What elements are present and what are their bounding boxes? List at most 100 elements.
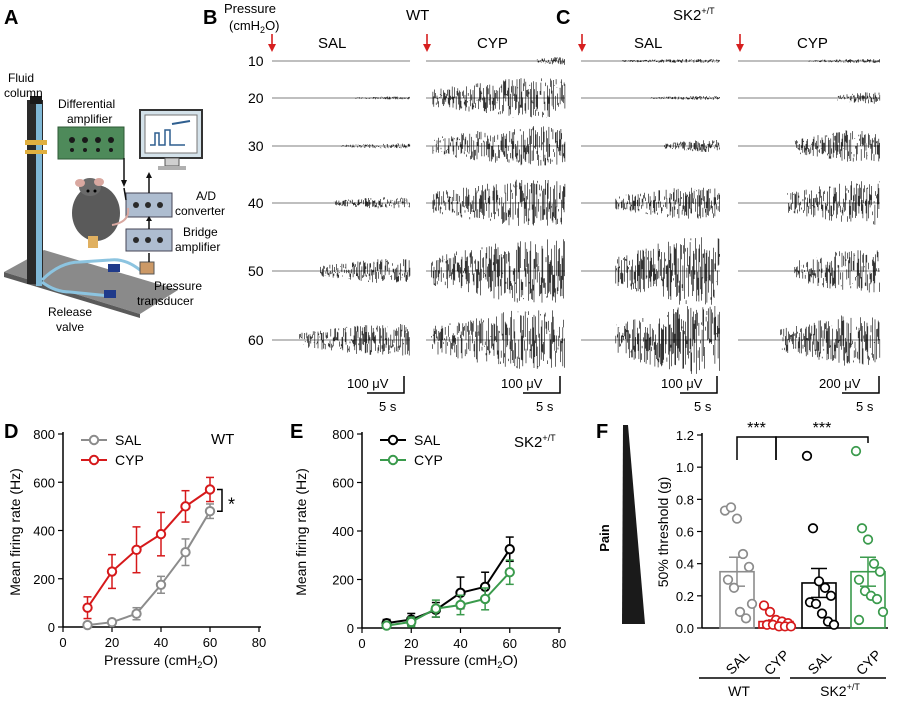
recording-traces [268,34,881,374]
release-valve-icon [104,290,116,298]
chart-d-legend-marker-sal [88,434,100,446]
pressure-labels: 10 20 30 40 50 60 [248,53,264,348]
panel-c-sal-label: SAL [634,35,662,52]
panel-letter-c: C [556,7,570,29]
trace-c-sal-60 [581,306,720,374]
rat-icon [72,178,130,248]
chart-f-point-0 [728,582,740,593]
chart-f-point-2 [828,619,840,630]
trace-b-sal-10 [272,60,411,62]
chart-d-point-cyp [155,528,167,540]
scale-s-c-cyp: 5 s [856,399,874,414]
trace-b-sal-30 [272,143,411,149]
chart-e-xtick-label: 0 [358,636,365,651]
chart-e-point-sal [504,543,515,555]
chart-e-ytick-label: 200 [332,573,354,588]
chart-d-ytick-label: 200 [33,572,55,587]
label-ad-2: converter [175,204,225,218]
stim-arrowhead-c-sal [578,44,586,52]
trace-c-cyp-20 [738,92,881,104]
chart-f-ytick-label: 0.0 [676,621,694,636]
fluid-column-clamp-2 [25,150,47,154]
stim-arrowhead-b-cyp [423,44,431,52]
chart-d-point-cyp [204,484,216,495]
chart-f-point-0 [725,502,737,513]
chart-e-xtick-label: 20 [404,636,418,651]
trace-c-cyp-40 [738,181,880,225]
chart-e-ytick-label: 800 [332,427,354,442]
chart-f-ytick-label: 0.4 [676,557,694,572]
chart-f-point-1 [764,606,776,618]
chart-d-xtick-label: 80 [252,635,266,650]
chart-e-legend-label-cyp: CYP [414,452,443,468]
label-diff-amp-2: amplifier [67,112,112,126]
trace-b-cyp-40 [426,179,566,226]
chart-e-point-cyp [406,616,417,628]
fluid-tubing [40,258,150,282]
scale-s-b-cyp: 5 s [536,399,554,414]
fluid-column-top [30,96,42,104]
recording-headers: Pressure (cmH2O) WT SK2+/T SAL CYP SAL C… [224,1,828,52]
chart-f-xtick-label-0: SAL [722,647,752,677]
chart-f-side-label: Pain [597,524,612,552]
panel-c-cyp-label: CYP [797,35,828,52]
pressure-label-20: 20 [248,90,264,106]
trace-b-cyp-30 [426,126,566,166]
stim-arrowhead-c-cyp [736,44,744,52]
signal-wire [123,158,150,262]
chart-d-annotation: WT [211,431,234,448]
scale-uv-c-cyp: 200 μV [819,376,861,391]
trace-b-sal-50 [272,259,411,283]
chart-f-point-3 [874,566,886,577]
panel-letter-b: B [203,7,217,29]
label-diff-amp-1: Differential [58,97,115,111]
pressure-label-30: 30 [248,138,264,154]
trace-c-cyp-60 [738,315,881,366]
chart-e-xtick-label: 40 [453,636,467,651]
chart-f-point-3 [850,445,862,457]
chart-d-ylabel: Mean firing rate (Hz) [7,468,23,596]
chart-e-xtick-label: 80 [552,636,566,651]
pressure-label-10: 10 [248,53,264,69]
trace-b-cyp-50 [426,239,565,303]
chart-f-sig-label-0: *** [747,420,766,437]
chart-f-point-1 [785,621,797,632]
label-ad-1: A/D [196,189,216,203]
label-pressure-2: transducer [137,294,194,308]
chart-d-ytick-label: 600 [33,475,55,490]
chart-e-xtick-label: 60 [503,636,517,651]
chart-f-ytick-label: 0.2 [676,589,694,604]
chart-f-point-2 [816,608,828,619]
chart-f-xtick-label-3: CYP [853,647,885,679]
chart-d-ytick-label: 400 [33,524,55,539]
chart-d-xtick-label: 60 [203,635,217,650]
chart-f-group-wt: WT [728,683,750,699]
chart-f-point-2 [813,576,825,587]
chart-d-legend-marker-cyp [88,454,100,466]
trace-c-cyp-50 [738,250,880,293]
pressure-transducer-icon [139,261,155,275]
chart-f-sig-bracket-0 [736,436,777,460]
chart-d-ytick-label: 0 [48,620,55,635]
trace-c-sal-50 [581,237,720,305]
panel-b-sal-label: SAL [318,35,346,52]
stopcock-icon [108,264,120,272]
trace-c-cyp-30 [738,130,880,162]
chart-d-xtick-label: 40 [154,635,168,650]
stim-arrowhead-b-sal [268,44,276,52]
chart-f-point-0 [746,598,758,610]
chart-f-point-0 [743,561,755,573]
chart-f-point-3 [853,574,865,585]
chart-e-legend-label-sal: SAL [414,432,441,448]
chart-e-legend-marker-sal [387,434,399,446]
differential-amplifier-icon [57,126,125,160]
trace-b-cyp-60 [426,310,565,369]
panel-letter-a: A [4,7,18,29]
scale-bars: 100 μV 5 s 100 μV 5 s 100 μV 5 s 200 μV … [347,376,880,414]
base-plate [4,250,178,314]
panel-c-title: SK2+/T [673,6,715,24]
scale-s-c-sal: 5 s [694,399,712,414]
chart-f-point-0 [737,548,749,560]
chart-d-point-sal [155,579,167,590]
release-tubing [41,280,111,298]
